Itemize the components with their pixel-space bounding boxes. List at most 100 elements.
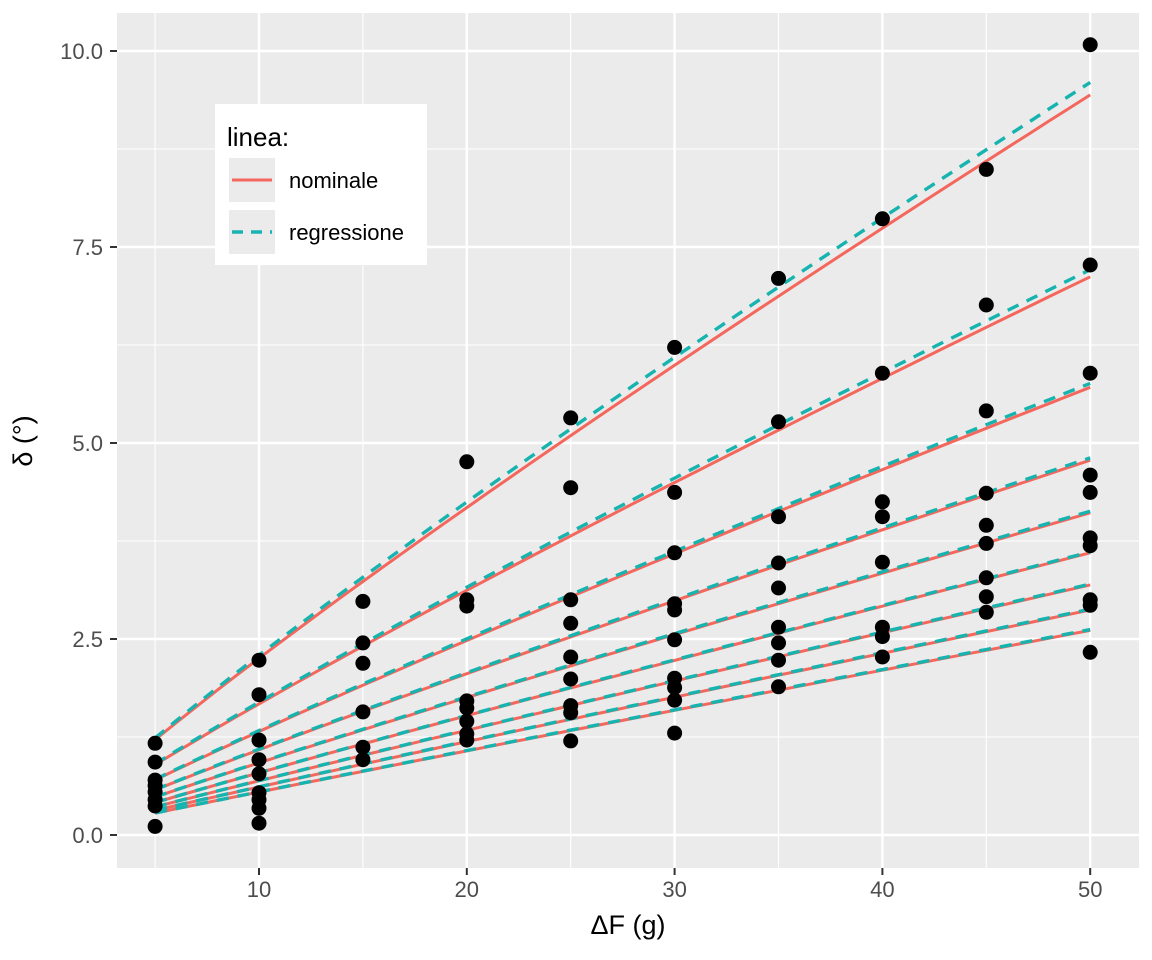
data-point <box>355 655 371 671</box>
data-point <box>459 598 475 614</box>
data-point <box>147 818 163 834</box>
x-tick-label: 50 <box>1078 877 1102 902</box>
data-point <box>251 766 267 782</box>
data-point <box>251 752 267 768</box>
data-point <box>667 545 683 561</box>
data-point <box>1082 37 1098 53</box>
data-point <box>563 671 579 687</box>
data-point <box>771 414 786 430</box>
nominale-curve <box>154 458 1091 792</box>
data-point <box>667 602 683 618</box>
data-point <box>563 705 579 721</box>
data-point <box>874 554 890 570</box>
data-point <box>1082 538 1098 554</box>
data-point <box>563 480 579 496</box>
data-point <box>771 555 786 571</box>
plot-layer: 10 20 30 40 50 0.0 2.5 5.0 7.5 10.0 <box>60 13 1139 902</box>
data-point <box>251 687 267 703</box>
data-point <box>978 403 994 419</box>
data-point <box>978 570 994 586</box>
data-point <box>667 484 683 500</box>
regressione-curve <box>154 550 1091 805</box>
data-point <box>459 713 475 729</box>
data-point <box>978 297 994 313</box>
data-point <box>874 365 890 381</box>
data-point <box>771 679 786 695</box>
data-point <box>355 635 371 651</box>
data-point <box>355 752 371 768</box>
x-tick-label: 30 <box>662 877 686 902</box>
data-point <box>355 593 371 609</box>
axis-titles: ΔF (g) δ (°) <box>8 415 666 940</box>
data-point <box>771 580 786 596</box>
data-point <box>563 592 579 608</box>
data-point <box>1082 467 1098 483</box>
data-point <box>771 619 786 635</box>
regressione-curve <box>154 456 1091 792</box>
data-point <box>355 739 371 755</box>
nominale-curve <box>154 275 1091 766</box>
data-point <box>667 725 683 741</box>
data-point <box>1082 257 1098 273</box>
nominale-curve <box>154 93 1092 741</box>
data-point <box>667 692 683 708</box>
data-point <box>1082 484 1098 500</box>
data-point <box>563 410 579 426</box>
regressione-curve <box>154 381 1091 781</box>
y-axis-title: δ (°) <box>8 415 38 466</box>
data-point <box>771 635 786 651</box>
data-point <box>874 494 890 510</box>
data-point <box>771 509 786 525</box>
data-point <box>978 604 994 620</box>
data-point <box>771 652 786 668</box>
data-point <box>563 733 579 749</box>
data-point <box>1082 597 1098 613</box>
data-point <box>1082 365 1098 381</box>
data-point <box>771 270 786 286</box>
data-point <box>147 754 163 770</box>
x-tick-label: 10 <box>247 877 271 902</box>
data-point <box>874 649 890 665</box>
data-point <box>459 454 475 470</box>
data-point <box>459 700 475 716</box>
data-point <box>147 798 163 814</box>
x-tick-label: 40 <box>870 877 894 902</box>
data-point <box>147 735 163 751</box>
data-point <box>874 509 890 525</box>
data-point <box>355 704 371 720</box>
legend-label-nominale: nominale <box>289 168 378 193</box>
y-tick-label: 5.0 <box>72 431 103 456</box>
y-tick-label: 7.5 <box>72 235 103 260</box>
data-point <box>563 615 579 631</box>
data-point <box>667 339 683 355</box>
data-point <box>978 535 994 551</box>
legend-title: linea: <box>227 122 289 152</box>
data-point <box>251 800 267 816</box>
data-point <box>978 517 994 533</box>
data-point <box>978 161 994 177</box>
data-point <box>251 732 267 748</box>
data-point <box>978 589 994 605</box>
data-point <box>874 629 890 645</box>
data-point <box>563 649 579 665</box>
regressione-curve <box>154 509 1091 799</box>
data-point <box>251 652 267 668</box>
regressione-curve <box>154 268 1091 766</box>
data-point <box>874 211 890 227</box>
y-tick-label: 0.0 <box>72 823 103 848</box>
data-point <box>667 632 683 648</box>
x-axis-title: ΔF (g) <box>590 910 665 940</box>
legend-label-regressione: regressione <box>289 220 404 245</box>
regressione-curve <box>154 582 1091 809</box>
data-point <box>459 732 475 748</box>
data-point <box>251 815 267 831</box>
y-tick-label: 10.0 <box>60 39 103 64</box>
legend: linea: nominale regressione <box>215 104 427 265</box>
nominale-curve <box>154 608 1091 812</box>
y-tick-label: 2.5 <box>72 627 103 652</box>
x-tick-label: 20 <box>455 877 479 902</box>
data-point <box>978 485 994 501</box>
data-point <box>1082 644 1098 660</box>
